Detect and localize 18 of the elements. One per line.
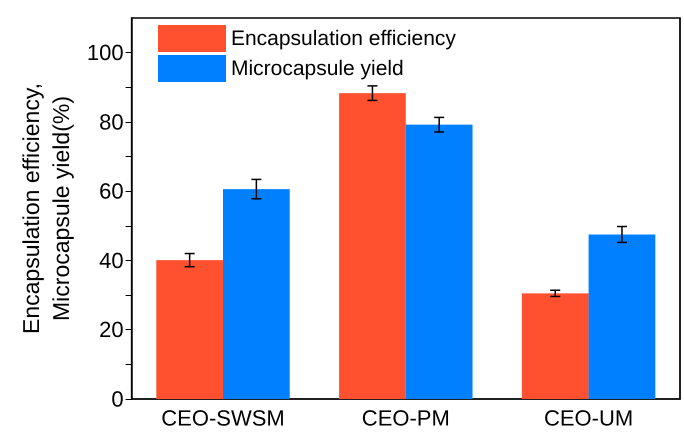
legend-label: Microcapsule yield: [231, 57, 404, 80]
y-tick-label: 80: [99, 109, 124, 134]
bar: [223, 189, 290, 399]
legend-label: Encapsulation efficiency: [231, 27, 456, 50]
y-tick-label: 60: [99, 178, 124, 204]
x-tick-label: CEO-SWSM: [161, 406, 285, 430]
y-tick-label: 40: [99, 248, 124, 273]
bar: [339, 93, 406, 399]
y-axis-title: Encapsulation efficiency, Microcapsule yield(%): [18, 82, 74, 334]
bar: [522, 293, 589, 399]
bar: [588, 234, 656, 399]
x-tick-label: CEO-PM: [362, 406, 450, 430]
bar: [156, 260, 224, 399]
y-tick-label: 0: [111, 386, 124, 412]
bar: [406, 124, 473, 399]
x-tick-label: CEO-UM: [544, 406, 634, 430]
y-tick-label: 100: [86, 40, 124, 66]
y-tick-label: 20: [99, 317, 124, 342]
